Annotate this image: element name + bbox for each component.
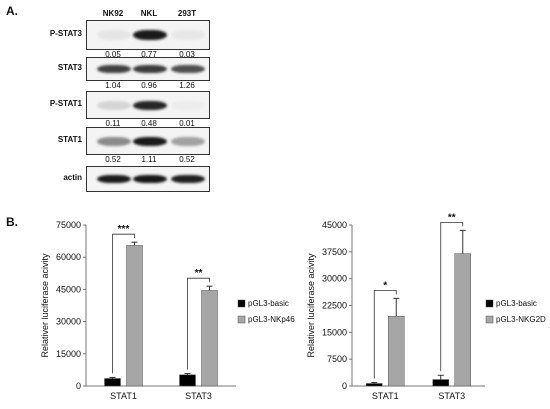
legend-swatch <box>485 315 494 324</box>
quant-value: 0.03 <box>179 50 195 59</box>
quant-value: 0.48 <box>141 119 157 128</box>
quant-value: 0.01 <box>179 119 195 128</box>
legend-swatch <box>237 299 246 308</box>
legend-entry: pGL3-NKp46 <box>248 315 295 324</box>
legend-entry: pGL3-basic <box>248 299 289 308</box>
y-axis-label: Relativer luciferase acivity <box>306 253 316 358</box>
significance-bracket <box>440 221 464 372</box>
y-tick-label: 30000 <box>322 274 347 284</box>
bar-pgl3-basic <box>179 374 196 387</box>
quant-value: 0.77 <box>141 50 157 59</box>
lane-header-293t: 293T <box>177 9 197 18</box>
quant-value: 1.11 <box>141 155 157 164</box>
quant-value: 0.52 <box>179 155 195 164</box>
blot-label-p-stat3: P-STAT3 <box>49 29 82 38</box>
quant-value: 0.05 <box>105 50 121 59</box>
y-tick-label: 37500 <box>322 247 347 257</box>
x-tick-label: STAT3 <box>185 391 212 401</box>
band <box>171 175 205 183</box>
band <box>97 175 131 183</box>
bar-pgl3-basic <box>432 379 449 387</box>
x-tick-label: STAT3 <box>438 391 465 401</box>
band <box>97 30 131 40</box>
x-tick-label: STAT1 <box>110 391 137 401</box>
significance-label: ** <box>195 268 203 279</box>
band <box>133 175 167 183</box>
significance-label: *** <box>118 224 130 235</box>
panel-a-label: A. <box>6 4 18 18</box>
significance-label: ** <box>448 212 456 223</box>
legend-entry: pGL3-NKG2D <box>496 315 546 324</box>
bar-pgl3-basic <box>366 383 383 387</box>
y-tick-label: 15000 <box>322 327 347 337</box>
blot-image-actin <box>86 166 210 192</box>
band <box>171 101 205 110</box>
luciferase-chart-nkg2d: 0 7500 15000 22500 30000 37500 45000 Relativer … <box>306 212 546 401</box>
quant-value: 1.26 <box>179 81 195 90</box>
quant-value: 0.52 <box>105 155 121 164</box>
band <box>97 137 131 146</box>
legend-swatch <box>237 315 246 324</box>
blot-image-stat1 <box>86 127 210 155</box>
significance-bracket <box>112 233 135 374</box>
significance-bracket <box>187 277 210 370</box>
band <box>133 137 167 146</box>
bar-pgl3-nkp46 <box>201 290 218 387</box>
y-tick-label: 22500 <box>322 301 347 311</box>
blot-image-stat3 <box>86 57 210 81</box>
significance-bracket <box>373 289 397 379</box>
luciferase-chart-nkp46: 0 15000 30000 45000 60000 75000 Relativer luci… <box>40 220 295 401</box>
lane-header-nkl: NKL <box>140 9 158 18</box>
blot-label-stat3: STAT3 <box>57 63 82 72</box>
y-tick-label: 75000 <box>56 220 81 230</box>
band <box>97 101 131 110</box>
y-tick-label: 30000 <box>56 317 81 327</box>
blot-label-p-stat1: P-STAT1 <box>49 99 82 108</box>
y-axis-label: Relativer luciferase acivity <box>40 253 50 358</box>
legend-entry: pGL3-basic <box>496 299 537 308</box>
quant-value: 0.11 <box>105 119 121 128</box>
band <box>133 65 167 73</box>
bar-pgl3-nkg2d <box>454 253 471 387</box>
band <box>171 65 205 73</box>
y-tick-label: 7500 <box>327 354 347 364</box>
panel-b-label: B. <box>6 215 18 229</box>
legend-swatch <box>485 299 494 308</box>
quant-value: 1.04 <box>105 81 121 90</box>
bar-pgl3-nkp46 <box>126 245 143 387</box>
x-tick-label: STAT1 <box>372 391 399 401</box>
blot-image-p-stat3 <box>86 20 210 50</box>
blot-label-actin: actin <box>63 173 82 182</box>
quant-value: 0.96 <box>141 81 157 90</box>
y-tick-label: 15000 <box>56 349 81 359</box>
band <box>133 101 167 110</box>
y-tick-label: 0 <box>342 381 347 391</box>
band <box>171 137 205 146</box>
y-tick-label: 45000 <box>322 220 347 230</box>
significance-label: * <box>383 280 387 291</box>
band <box>171 30 205 40</box>
y-tick-label: 45000 <box>56 284 81 294</box>
lane-header-nk92: NK92 <box>102 9 124 18</box>
band <box>133 30 167 40</box>
band <box>97 65 131 73</box>
y-tick-label: 0 <box>76 381 81 391</box>
blot-label-stat1: STAT1 <box>57 135 82 144</box>
y-tick-label: 60000 <box>56 252 81 262</box>
bar-pgl3-nkg2d <box>388 315 405 387</box>
blot-image-p-stat1 <box>86 91 210 119</box>
bar-pgl3-basic <box>104 378 121 387</box>
